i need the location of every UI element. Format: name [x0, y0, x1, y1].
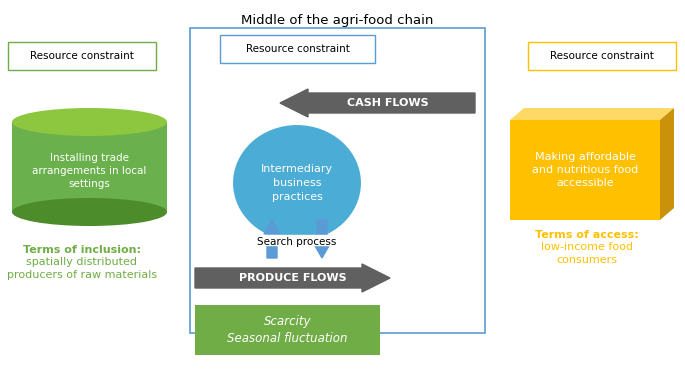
Ellipse shape: [12, 108, 167, 136]
FancyArrow shape: [280, 89, 475, 117]
FancyArrow shape: [314, 220, 330, 258]
Text: Middle of the agri-food chain: Middle of the agri-food chain: [241, 14, 433, 27]
Text: Resource constraint: Resource constraint: [245, 44, 349, 54]
Text: Intermediary
business
practices: Intermediary business practices: [261, 164, 333, 202]
FancyArrow shape: [264, 220, 280, 258]
Text: Scarcity
Seasonal fluctuation: Scarcity Seasonal fluctuation: [227, 314, 348, 345]
FancyBboxPatch shape: [528, 42, 676, 70]
Text: Search process: Search process: [258, 237, 337, 247]
Ellipse shape: [12, 198, 167, 226]
FancyArrow shape: [195, 264, 390, 292]
Polygon shape: [258, 235, 336, 245]
Polygon shape: [510, 108, 674, 120]
Text: PRODUCE FLOWS: PRODUCE FLOWS: [238, 273, 347, 283]
FancyBboxPatch shape: [510, 120, 660, 220]
Text: CASH FLOWS: CASH FLOWS: [347, 98, 428, 108]
FancyBboxPatch shape: [220, 35, 375, 63]
FancyBboxPatch shape: [190, 28, 485, 333]
Text: Terms of inclusion:: Terms of inclusion:: [23, 245, 141, 255]
FancyBboxPatch shape: [12, 122, 167, 212]
Text: Terms of access:: Terms of access:: [535, 230, 639, 240]
Text: spatially distributed
producers of raw materials: spatially distributed producers of raw m…: [7, 257, 157, 280]
Polygon shape: [660, 108, 674, 220]
Text: Making affordable
and nutritious food
accessible: Making affordable and nutritious food ac…: [532, 152, 638, 188]
FancyBboxPatch shape: [195, 305, 380, 355]
Text: Resource constraint: Resource constraint: [550, 51, 654, 61]
Text: Installing trade
arrangements in local
settings: Installing trade arrangements in local s…: [32, 153, 147, 189]
Text: Resource constraint: Resource constraint: [30, 51, 134, 61]
Text: low-income food
consumers: low-income food consumers: [541, 242, 633, 265]
Ellipse shape: [232, 124, 362, 242]
FancyBboxPatch shape: [8, 42, 156, 70]
